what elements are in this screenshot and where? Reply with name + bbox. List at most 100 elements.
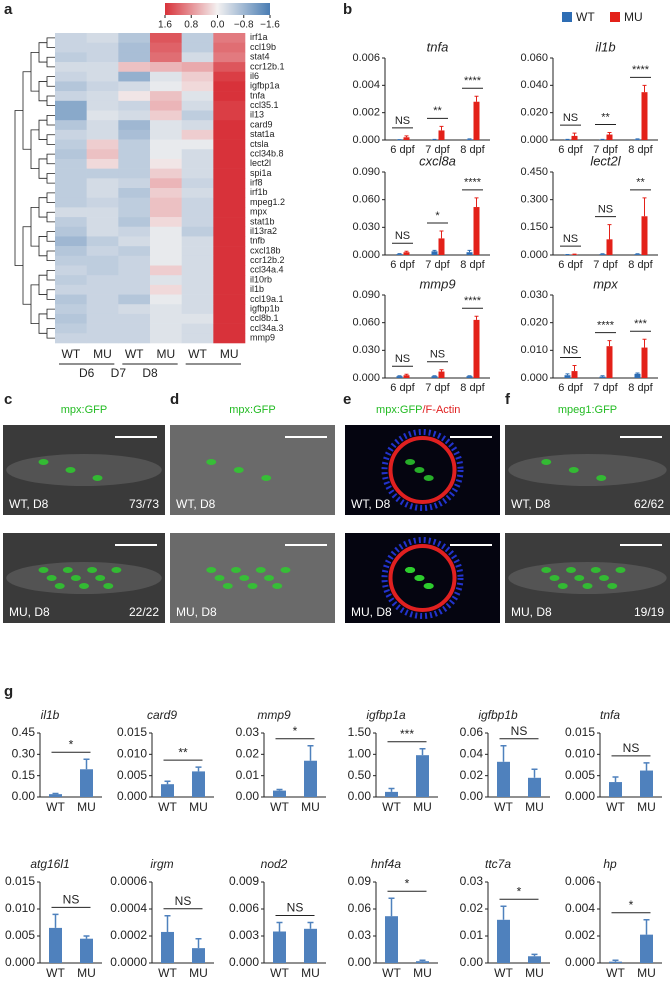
column-group-label: D6 (79, 366, 95, 380)
y-tick-label: 0.450 (520, 166, 548, 178)
bar (396, 254, 403, 255)
bar (396, 376, 403, 378)
image-caption: WT, D8 (9, 497, 49, 511)
row-label: igfbp1a (250, 81, 280, 91)
image-caption: MU, D8 (351, 605, 392, 619)
bar (571, 254, 578, 255)
row-label: stat4 (250, 52, 270, 62)
heatmap-cell (86, 168, 119, 179)
heatmap-cell (181, 120, 214, 131)
y-tick-label: 0.002 (565, 928, 595, 942)
heatmap-cell (118, 236, 151, 247)
significance-label: NS (63, 893, 80, 907)
row-label: lect2l (250, 158, 271, 168)
y-tick-label: 0.000 (352, 134, 380, 146)
dendrogram-branch (30, 206, 39, 247)
dendrogram-branch (38, 42, 47, 63)
significance-label: * (517, 884, 522, 898)
heatmap-cell (150, 62, 182, 73)
panel-title: igfbp1a (366, 708, 406, 722)
heatmap-cell (86, 304, 119, 315)
error-bar (83, 758, 90, 770)
gfp-signal (280, 567, 291, 573)
image-title: /F-Actin (423, 404, 461, 416)
bar (528, 777, 541, 797)
bar (473, 101, 480, 140)
error-bar (388, 787, 395, 792)
column-label: MU (220, 347, 239, 361)
significance-label: * (435, 210, 440, 222)
heatmap-cell (55, 304, 87, 315)
dendrogram-branch (38, 313, 47, 334)
y-tick-label: 0.000 (117, 789, 147, 803)
gfp-signal (607, 583, 618, 589)
heatmap-cell (181, 71, 214, 82)
x-tick-label: MU (637, 800, 656, 814)
heatmap-cell (118, 188, 151, 198)
heatmap-cell (213, 304, 246, 315)
bar (528, 956, 541, 963)
x-tick-label: MU (413, 800, 432, 814)
x-tick-label: WT (382, 800, 401, 814)
bar (599, 254, 606, 255)
heatmap-cell (86, 294, 119, 305)
heatmap-cell (150, 265, 182, 276)
heatmap-cell (86, 265, 119, 276)
gfp-signal (54, 583, 65, 589)
heatmap-cell (213, 158, 246, 169)
image-title: mpx:GFP (61, 404, 107, 416)
column-label: WT (62, 347, 81, 361)
legend-swatch (610, 12, 620, 22)
y-tick-label: 0.06 (348, 901, 372, 915)
row-label: il13 (250, 110, 264, 120)
heatmap-cell (181, 33, 214, 43)
dendrogram-branch (46, 192, 55, 203)
y-tick-label: 0.300 (520, 194, 548, 206)
row-label: tnfb (250, 236, 265, 246)
panel-label: a (4, 1, 13, 18)
bar (403, 375, 410, 378)
panel-title: nod2 (261, 857, 288, 871)
heatmap-cell (86, 81, 119, 92)
heatmap-cell (86, 149, 119, 160)
row-label: spi1a (250, 168, 272, 178)
error-bar (531, 768, 538, 778)
legend-swatch (562, 12, 572, 22)
significance-label: * (293, 724, 298, 738)
heatmap-cell (213, 62, 246, 73)
heatmap-cell (86, 226, 119, 237)
dendrogram-branch (46, 173, 55, 184)
bar (641, 347, 648, 378)
dendrogram-branch (46, 289, 55, 300)
x-tick-label: WT (158, 966, 177, 980)
y-tick-label: 0.04 (460, 747, 484, 761)
panel-title: card9 (147, 708, 177, 722)
heatmap-cell (150, 246, 182, 257)
significance-label: NS (395, 230, 410, 242)
x-tick-label: MU (77, 966, 96, 980)
legend-label: WT (576, 10, 595, 24)
gfp-signal (38, 459, 49, 465)
gfp-signal (272, 583, 283, 589)
heatmap-cell (150, 168, 182, 179)
error-bar (83, 935, 90, 939)
y-tick-label: 0.02 (236, 747, 260, 761)
gfp-signal (414, 467, 425, 473)
x-tick-label: WT (46, 800, 65, 814)
significance-label: **** (597, 320, 615, 332)
panel-title: il1b (595, 39, 615, 54)
dendrogram-branch (38, 119, 47, 140)
row-label: ccr12b.2 (250, 255, 285, 265)
heatmap-cell (118, 100, 151, 111)
dendrogram-branch (46, 328, 55, 339)
bar (606, 346, 613, 378)
gfp-signal (599, 575, 609, 581)
heatmap-cell (181, 226, 214, 237)
error-bar (642, 84, 647, 93)
y-tick-label: 0.03 (236, 725, 260, 739)
y-tick-label: 0.005 (565, 768, 595, 782)
row-label: mpx (250, 207, 268, 217)
y-tick-label: 0.000 (565, 789, 595, 803)
heatmap-cell (55, 217, 87, 228)
dendrogram-branch (14, 110, 23, 266)
